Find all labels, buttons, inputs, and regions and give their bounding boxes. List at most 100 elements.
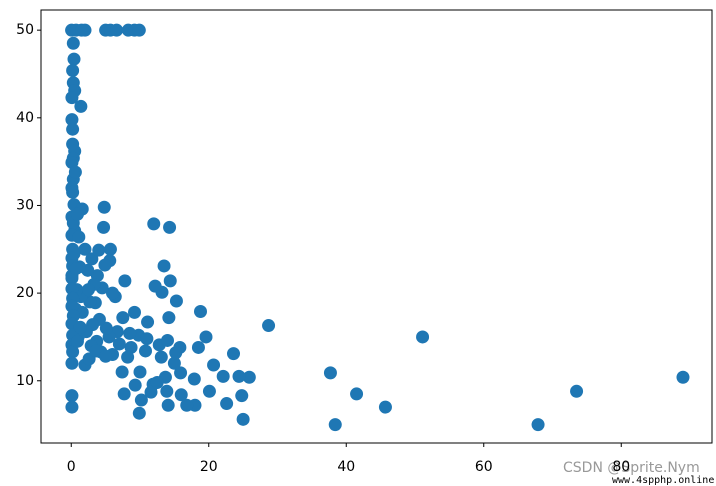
- point: [66, 185, 80, 199]
- point: [202, 384, 216, 398]
- point: [128, 378, 142, 392]
- point: [65, 389, 79, 403]
- x-tick-label: 60: [475, 459, 493, 475]
- point: [66, 36, 80, 50]
- point: [99, 321, 113, 335]
- point: [207, 358, 221, 372]
- point: [65, 282, 79, 296]
- point: [191, 340, 205, 354]
- point: [78, 23, 92, 37]
- point: [150, 376, 164, 390]
- point: [92, 243, 106, 257]
- point: [323, 366, 337, 380]
- point: [89, 344, 103, 358]
- y-tick-label: 20: [16, 285, 34, 301]
- point: [140, 332, 154, 346]
- point: [416, 330, 430, 344]
- point: [65, 113, 79, 127]
- point: [169, 346, 183, 360]
- point: [160, 384, 174, 398]
- point: [174, 366, 188, 380]
- point: [66, 122, 80, 136]
- point: [70, 334, 84, 348]
- point: [103, 242, 117, 256]
- point: [194, 305, 207, 319]
- y-tick-label: 50: [16, 22, 34, 38]
- point: [134, 393, 148, 407]
- point: [262, 319, 276, 333]
- point: [70, 207, 84, 221]
- point: [328, 418, 342, 432]
- point: [132, 23, 146, 37]
- point: [169, 294, 183, 308]
- point: [65, 356, 79, 370]
- watermark: www.4spphp.online: [612, 475, 714, 486]
- point: [97, 220, 111, 234]
- point: [148, 279, 162, 293]
- point: [78, 242, 92, 256]
- point: [220, 397, 234, 411]
- point: [236, 412, 250, 426]
- point: [147, 217, 161, 231]
- point: [232, 369, 246, 383]
- point: [144, 385, 158, 399]
- point: [216, 369, 230, 383]
- y-tick-label: 30: [16, 197, 34, 213]
- point: [123, 326, 137, 340]
- point: [141, 315, 155, 329]
- point: [73, 320, 87, 334]
- y-tick-label: 40: [16, 110, 34, 126]
- point: [235, 389, 249, 403]
- point: [81, 283, 95, 297]
- point: [65, 400, 79, 414]
- point: [242, 370, 256, 384]
- point: [154, 350, 168, 364]
- point: [67, 52, 81, 66]
- point: [74, 99, 88, 113]
- point: [116, 311, 130, 325]
- point: [112, 337, 126, 351]
- point: [85, 252, 99, 266]
- x-tick-label: 40: [337, 459, 355, 475]
- x-tick-label: 0: [67, 459, 76, 475]
- point: [121, 350, 135, 364]
- point: [66, 345, 80, 359]
- watermark: CSDN @Sprite.Nym: [563, 460, 700, 476]
- point: [139, 344, 152, 358]
- point: [676, 370, 690, 384]
- point: [69, 262, 83, 276]
- point: [531, 418, 545, 432]
- point: [378, 400, 392, 414]
- point: [199, 330, 213, 344]
- point: [117, 387, 131, 401]
- point: [161, 398, 175, 412]
- point: [65, 91, 79, 105]
- point: [98, 258, 112, 272]
- point: [65, 299, 79, 313]
- point: [180, 398, 194, 412]
- x-tick-label: 80: [612, 459, 630, 475]
- point: [68, 165, 82, 179]
- point: [161, 333, 174, 347]
- y-tick-label: 10: [16, 373, 34, 389]
- point: [128, 305, 141, 319]
- plot-frame: [40, 9, 713, 444]
- point: [350, 387, 364, 401]
- point: [133, 365, 147, 379]
- point: [157, 259, 171, 273]
- point: [163, 220, 177, 234]
- point: [72, 230, 86, 244]
- point: [227, 347, 240, 361]
- point: [97, 200, 111, 214]
- point: [163, 274, 177, 288]
- point: [118, 274, 132, 288]
- point: [132, 406, 146, 420]
- x-tick-label: 20: [200, 459, 218, 475]
- point: [570, 384, 584, 398]
- point: [110, 23, 124, 37]
- point: [162, 311, 176, 325]
- point: [174, 388, 188, 402]
- point: [99, 349, 113, 363]
- point: [66, 63, 80, 77]
